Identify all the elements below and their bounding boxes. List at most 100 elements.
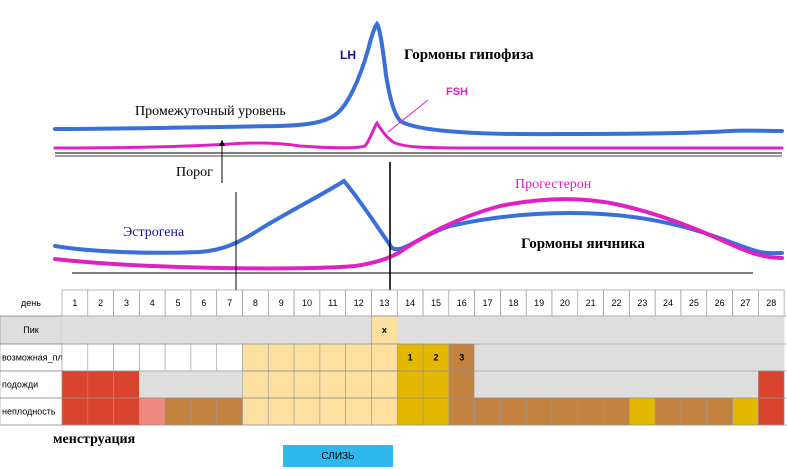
table-cell — [242, 343, 269, 372]
table-cell — [422, 343, 450, 372]
table-cell — [164, 397, 192, 426]
table-cell — [371, 370, 398, 399]
table-cell — [61, 315, 89, 345]
table-cell — [345, 397, 372, 426]
table-cell — [293, 343, 321, 372]
cell-mark: 3 — [459, 353, 464, 363]
table-cell — [525, 370, 553, 399]
table-cell — [61, 397, 89, 426]
table-cell — [448, 397, 475, 426]
table-cell — [164, 370, 192, 399]
table-cell — [242, 315, 269, 345]
table-cell — [551, 370, 579, 399]
table-cell — [371, 315, 398, 345]
estrogen-curve — [53, 178, 784, 256]
table-cell — [629, 315, 656, 345]
table-cell — [216, 397, 243, 426]
day-number: 1 — [72, 298, 77, 308]
table-cell — [474, 343, 501, 372]
table-cell — [268, 397, 295, 426]
fsh-pointer — [387, 99, 429, 133]
table-cell — [603, 370, 630, 399]
table-cell — [500, 397, 527, 426]
day-number: 26 — [715, 298, 725, 308]
ovarian-label: Гормоны яичника — [521, 236, 645, 252]
table-cell — [474, 315, 501, 345]
row-label-cell — [0, 315, 63, 345]
day-number: 9 — [279, 298, 284, 308]
table-cell — [732, 370, 759, 399]
table-cell — [551, 397, 579, 426]
day-cell — [758, 289, 785, 317]
table-cell — [680, 315, 708, 345]
day-number: 3 — [124, 298, 129, 308]
day-cell — [654, 289, 682, 317]
table-cell — [448, 370, 475, 399]
table-cell — [706, 397, 733, 426]
table-cell — [113, 315, 140, 345]
table-cell — [216, 370, 243, 399]
table-cell — [190, 370, 218, 399]
table-cell — [396, 315, 424, 345]
table-cell — [654, 315, 682, 345]
table-cell — [345, 343, 372, 372]
cell-mark: 2 — [433, 353, 438, 363]
table-cell — [371, 397, 398, 426]
table-cell — [319, 343, 346, 372]
day-number: 5 — [176, 298, 181, 308]
cycle-table: день 1 2 3 4 5 6 7 8 9 10 11 12 13 14 15 16 17 18 19 20 21 22 2… — [0, 289, 787, 426]
day-number: 12 — [354, 298, 364, 308]
table-cell — [629, 397, 656, 426]
row-label: неплодность — [2, 407, 56, 417]
mucus-button[interactable]: СЛИЗЬ — [283, 445, 393, 467]
table-cell — [396, 397, 424, 426]
threshold-arrow — [219, 140, 225, 146]
table-cell — [61, 343, 89, 372]
table-cell — [577, 315, 604, 345]
table-cell — [242, 370, 269, 399]
day-cell — [319, 289, 346, 317]
day-cell — [396, 289, 424, 317]
day-number: 17 — [483, 298, 493, 308]
table-cell — [319, 397, 346, 426]
day-cell — [268, 289, 295, 317]
day-number: 22 — [611, 298, 621, 308]
day-number: 16 — [457, 298, 467, 308]
table-cell — [139, 370, 166, 399]
row-label: подожди — [2, 380, 38, 390]
table-cell — [474, 397, 501, 426]
day-cell — [577, 289, 604, 317]
table-cell — [706, 343, 733, 372]
day-number: 27 — [740, 298, 750, 308]
table-cell — [268, 370, 295, 399]
day-cell — [371, 289, 398, 317]
table-cell — [422, 397, 450, 426]
day-cell — [113, 289, 140, 317]
progesterone-curve — [53, 197, 784, 271]
day-number: 28 — [766, 298, 776, 308]
cell-mark: x — [382, 325, 387, 335]
day-number: 15 — [431, 298, 441, 308]
table-cell — [319, 370, 346, 399]
table-cell — [654, 343, 682, 372]
table-cell — [113, 370, 140, 399]
table-cell — [732, 397, 759, 426]
day-cell — [242, 289, 269, 317]
table-cell — [551, 315, 579, 345]
fsh-curve — [53, 120, 784, 150]
table-cell — [216, 315, 243, 345]
table-cell — [629, 343, 656, 372]
table-cell — [190, 315, 218, 345]
row-label: возможная_плодность — [2, 353, 97, 363]
table-cell — [164, 343, 192, 372]
day-number: 25 — [689, 298, 699, 308]
table-cell — [706, 315, 733, 345]
table-cell — [500, 315, 527, 345]
table-cell — [113, 397, 140, 426]
table-cell — [190, 343, 218, 372]
table-cell — [293, 397, 321, 426]
table-cell — [87, 343, 114, 372]
table-cell — [629, 370, 656, 399]
intermediate-label: Промежуточный уровень — [135, 104, 286, 119]
